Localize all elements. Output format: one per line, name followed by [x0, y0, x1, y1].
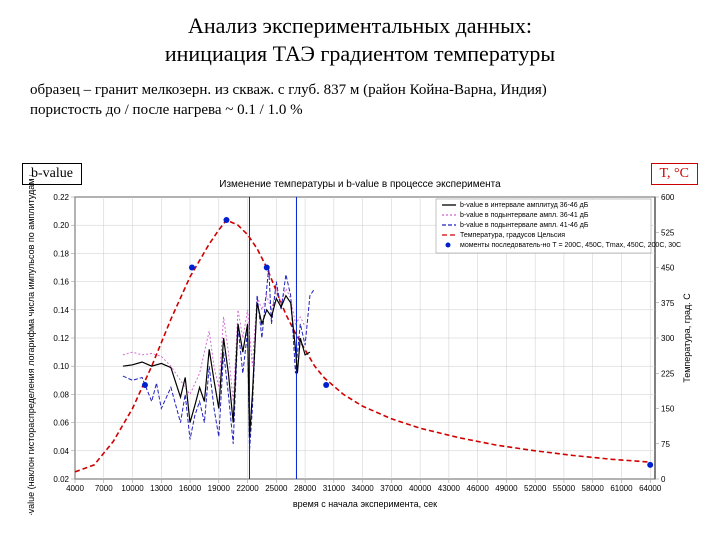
svg-text:525: 525 [661, 228, 675, 237]
slide-subtitle: образец – гранит мелкозерн. из скваж. с … [30, 80, 690, 121]
svg-text:49000: 49000 [495, 484, 518, 493]
svg-text:b-value в подынтервале ампл. 3: b-value в подынтервале ампл. 36-41 дБ [460, 212, 589, 219]
svg-text:19000: 19000 [208, 484, 231, 493]
svg-text:43000: 43000 [438, 484, 461, 493]
svg-text:0: 0 [661, 475, 666, 484]
svg-text:75: 75 [661, 440, 670, 449]
svg-text:46000: 46000 [467, 484, 490, 493]
svg-text:4000: 4000 [66, 484, 84, 493]
svg-text:300: 300 [661, 334, 675, 343]
svg-text:450: 450 [661, 264, 675, 273]
svg-text:34000: 34000 [351, 484, 374, 493]
svg-text:0.14: 0.14 [53, 306, 69, 315]
svg-text:b-value в подынтервале ампл. 4: b-value в подынтервале ампл. 41-46 дБ [460, 222, 589, 229]
svg-text:b-value (наклон гистораспредел: b-value (наклон гистораспределения логар… [26, 175, 36, 515]
svg-text:время с начала эксперимента, с: время с начала эксперимента, сек [293, 499, 437, 509]
svg-text:0.12: 0.12 [53, 334, 69, 343]
svg-text:58000: 58000 [582, 484, 605, 493]
svg-text:0.18: 0.18 [53, 249, 69, 258]
svg-text:0.06: 0.06 [53, 419, 69, 428]
svg-text:13000: 13000 [150, 484, 173, 493]
svg-text:40000: 40000 [409, 484, 432, 493]
svg-text:7000: 7000 [95, 484, 113, 493]
title-line-1: Анализ экспериментальных данных: [188, 13, 532, 38]
svg-text:моменты последователь-но T = 2: моменты последователь-но T = 200C, 450C,… [460, 242, 681, 249]
svg-text:0.08: 0.08 [53, 390, 69, 399]
svg-text:22000: 22000 [236, 484, 259, 493]
svg-text:b-value в интервале амплитуд 3: b-value в интервале амплитуд 36-46 дБ [460, 202, 589, 209]
svg-text:0.22: 0.22 [53, 193, 69, 202]
chart-svg: Изменение температуры и b-value в процес… [20, 175, 700, 515]
svg-text:375: 375 [661, 299, 675, 308]
svg-text:Изменение температуры и b-valu: Изменение температуры и b-value в процес… [219, 179, 501, 190]
svg-text:150: 150 [661, 405, 675, 414]
svg-text:16000: 16000 [179, 484, 202, 493]
svg-text:61000: 61000 [610, 484, 633, 493]
svg-text:0.10: 0.10 [53, 362, 69, 371]
svg-text:37000: 37000 [380, 484, 403, 493]
svg-text:31000: 31000 [323, 484, 346, 493]
svg-text:10000: 10000 [121, 484, 144, 493]
svg-text:28000: 28000 [294, 484, 317, 493]
svg-text:52000: 52000 [524, 484, 547, 493]
svg-text:0.04: 0.04 [53, 447, 69, 456]
svg-text:55000: 55000 [553, 484, 576, 493]
chart-container: Изменение температуры и b-value в процес… [20, 175, 700, 515]
svg-text:Температура, градусов Цельсия: Температура, градусов Цельсия [460, 232, 565, 239]
svg-text:0.16: 0.16 [53, 278, 69, 287]
svg-text:Температура, град. С: Температура, град. С [682, 293, 692, 383]
svg-text:0.20: 0.20 [53, 221, 69, 230]
svg-text:64000: 64000 [639, 484, 662, 493]
svg-text:0.02: 0.02 [53, 475, 69, 484]
svg-text:600: 600 [661, 193, 675, 202]
svg-text:25000: 25000 [265, 484, 288, 493]
svg-text:225: 225 [661, 369, 675, 378]
slide-title: Анализ экспериментальных данных: инициац… [0, 12, 720, 67]
title-line-2: инициация ТАЭ градиентом температуры [165, 41, 555, 66]
subtitle-line-1: образец – гранит мелкозерн. из скваж. с … [30, 82, 547, 98]
subtitle-line-2: пористость до / после нагрева ~ 0.1 / 1.… [30, 102, 303, 118]
